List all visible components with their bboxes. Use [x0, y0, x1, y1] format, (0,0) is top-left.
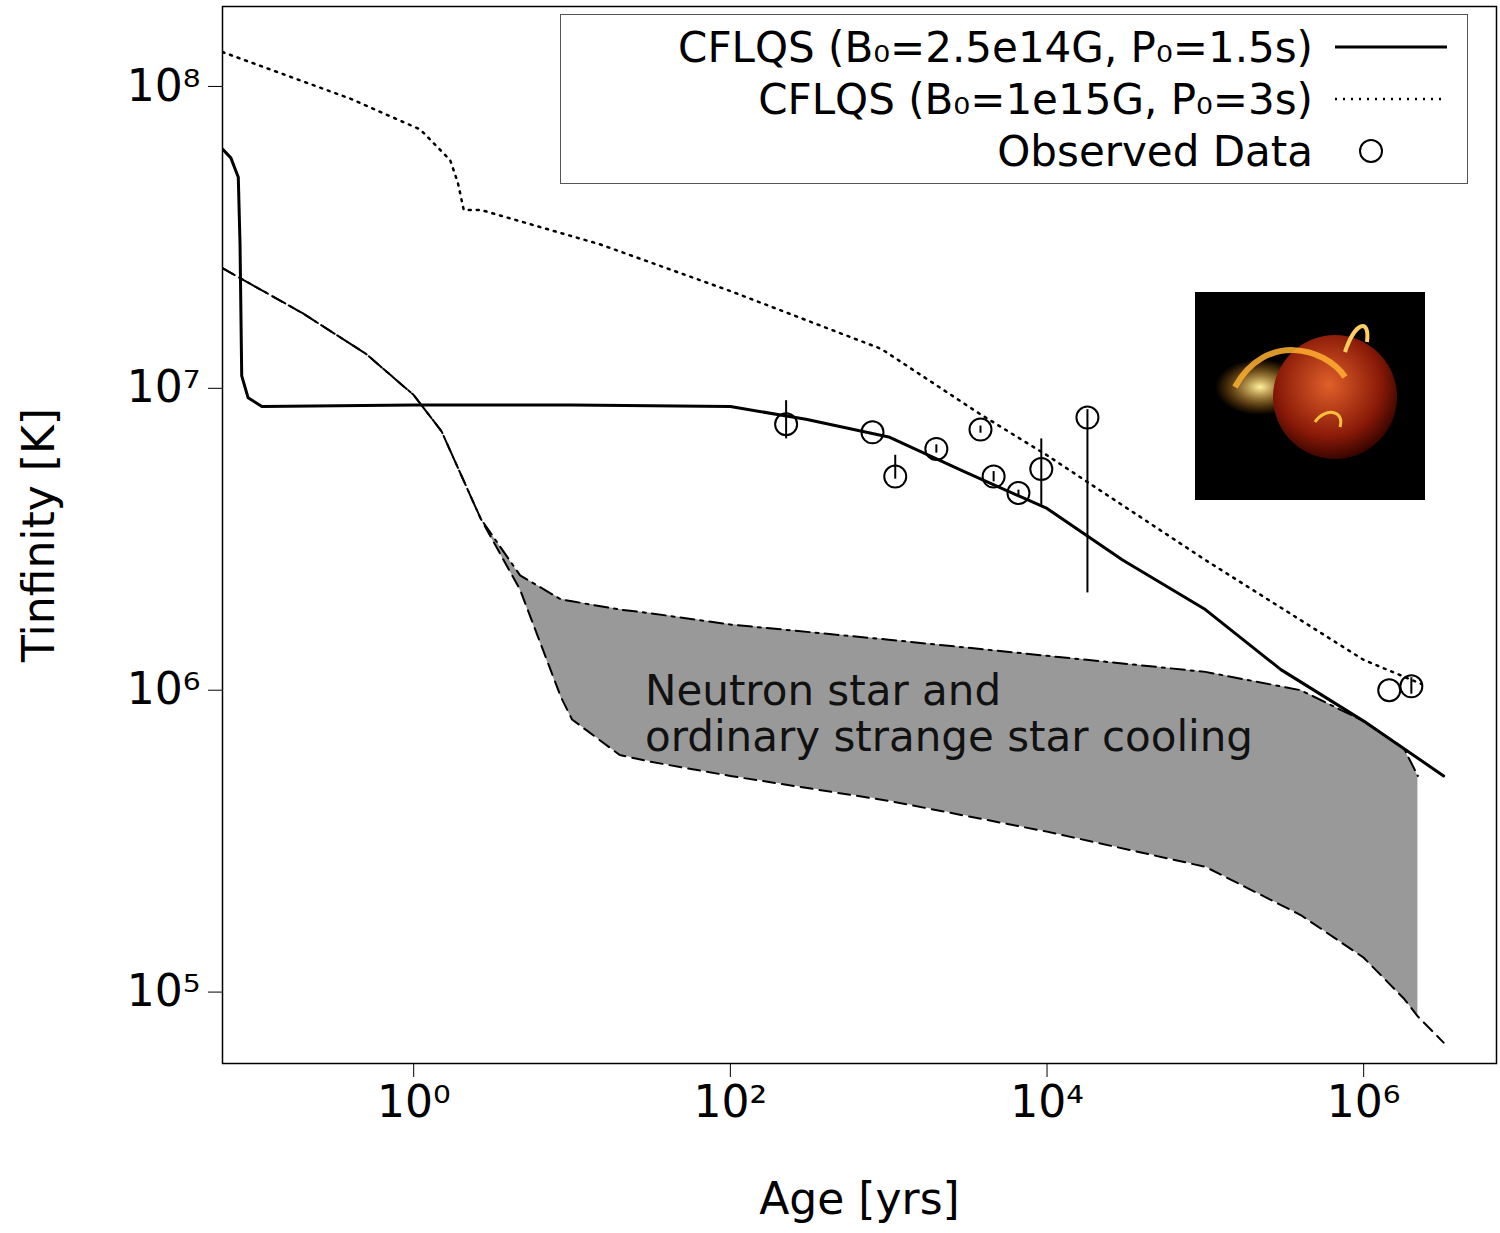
- html-text:ordinary strange star cooling: ordinary strange star cooling: [645, 712, 1253, 761]
- html-text:CFLQS (B₀=2.5e14G, P₀=1.5s): CFLQS (B₀=2.5e14G, P₀=1.5s): [678, 22, 1313, 72]
- svg-text:10⁷: 10⁷: [127, 361, 201, 412]
- svg-text:10⁶: 10⁶: [1327, 1076, 1401, 1127]
- svg-text:10⁴: 10⁴: [1010, 1076, 1084, 1127]
- svg-text:10⁶: 10⁶: [127, 663, 201, 714]
- svg-text:10⁵: 10⁵: [127, 965, 201, 1016]
- svg-text:Age [yrs]: Age [yrs]: [759, 1173, 959, 1224]
- svg-text:Tinfinity [K]: Tinfinity [K]: [13, 408, 64, 663]
- svg-text:10⁸: 10⁸: [127, 60, 201, 111]
- html-text:Observed Data: Observed Data: [997, 126, 1313, 176]
- html-text:Neutron star and: Neutron star and: [645, 666, 1002, 715]
- svg-text:10⁰: 10⁰: [377, 1076, 451, 1127]
- svg-text:10²: 10²: [694, 1076, 768, 1127]
- html-text:CFLQS (B₀=1e15G, P₀=3s): CFLQS (B₀=1e15G, P₀=3s): [758, 74, 1313, 124]
